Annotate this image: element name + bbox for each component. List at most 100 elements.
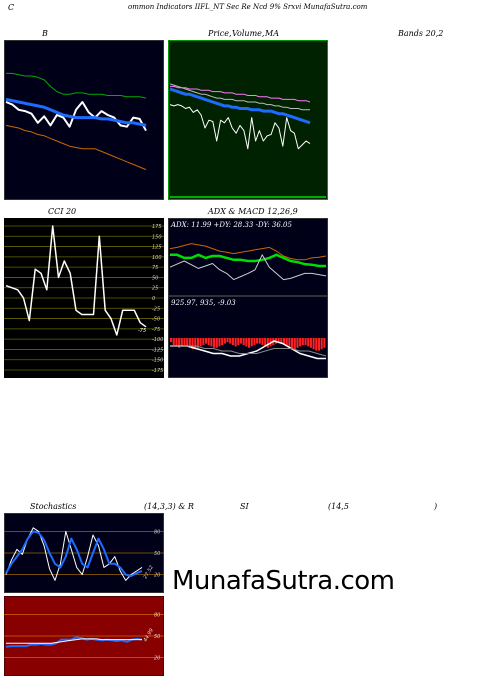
cci-last-value: -75: [138, 328, 146, 334]
macd-histogram-bar: [207, 338, 210, 345]
macd-histogram-bar: [242, 338, 245, 345]
macd-histogram-bar: [239, 338, 243, 344]
rsi-tick-label: 20: [154, 656, 160, 662]
macd-histogram-bar: [196, 338, 199, 348]
rsi-tick-label: 50: [154, 634, 160, 640]
macd-histogram-bar: [234, 338, 237, 347]
cci-tick-label: -125: [152, 347, 163, 353]
cci-tick-label: 150: [152, 234, 162, 240]
cci-tick-label: -50: [152, 317, 160, 323]
macd-histogram-bar: [170, 338, 173, 343]
macd-histogram-bar: [280, 338, 283, 344]
cci-title: CCI 20: [48, 207, 77, 216]
bollinger-price-line: [5, 101, 147, 132]
macd-histogram-bar: [277, 338, 280, 343]
bollinger-title: B: [42, 29, 48, 38]
macd-readout: 925.97, 935, -9.03: [171, 299, 236, 307]
macd-histogram-bar: [312, 338, 315, 350]
rsi-si: SI: [240, 502, 249, 511]
macd-histogram-bar: [285, 338, 288, 347]
macd-chart: 925.97, 935, -9.03: [168, 296, 328, 378]
macd-histogram-bar: [188, 338, 191, 348]
macd-histogram-bar: [248, 338, 251, 348]
adx-title: ADX & MACD 12,26,9: [208, 207, 298, 216]
cci-tick-label: 50: [152, 275, 158, 281]
volume-ma-title: Volume,: [232, 29, 265, 38]
adx-plus_dy-line: [169, 243, 327, 261]
cci-tick-label: 0: [152, 296, 155, 302]
macd-histogram-bar: [323, 338, 326, 348]
macd-histogram-bar: [299, 338, 302, 347]
macd-histogram-bar: [320, 338, 323, 350]
bollinger-upper-line: [6, 72, 147, 99]
macd-histogram-bar: [250, 338, 253, 347]
macd-histogram-bar: [213, 338, 216, 348]
macd-histogram-bar: [180, 338, 183, 347]
stoch-tick-label: 80: [154, 529, 160, 535]
cci-tick-label: 175: [152, 224, 162, 230]
macd-histogram-bar: [293, 338, 296, 350]
macd-histogram-bar: [245, 338, 248, 347]
macd-histogram-bar: [218, 338, 221, 347]
macd-histogram-bar: [315, 338, 318, 351]
stoch-params: (14,3,3) & R: [144, 502, 194, 511]
macd-histogram-bar: [199, 338, 202, 347]
macd-histogram-bar: [226, 338, 229, 343]
price-ma-title: Price,: [208, 29, 232, 38]
macd-histogram-bar: [210, 338, 213, 347]
macd-histogram-bar: [253, 338, 256, 345]
price-ma-price-line: [169, 104, 311, 150]
panel-background: [4, 40, 164, 200]
rsi-rsi-line: [5, 636, 143, 648]
macd-histogram-bar: [317, 338, 321, 351]
header-left-letter: C: [8, 3, 15, 12]
price-ma-ma_grey-line: [169, 83, 310, 111]
price-ma-ma_pink-line: [170, 85, 311, 103]
bands-title: Bands 20,2: [398, 29, 444, 38]
cci-tick-label: 75: [152, 265, 158, 271]
macd-histogram-bar: [261, 338, 264, 345]
macd-histogram-bar: [178, 338, 181, 348]
stoch-title: Stochastics: [30, 502, 77, 511]
rsi-tick-label: 80: [154, 612, 160, 618]
macd-histogram-bar: [237, 338, 240, 345]
cci-tick-label: -150: [152, 358, 163, 364]
macd-histogram-bar: [194, 338, 197, 350]
macd-histogram-bar: [172, 338, 175, 345]
macd-histogram-bar: [191, 338, 194, 350]
macd-histogram-bar: [264, 338, 267, 347]
macd-histogram-bar: [282, 338, 286, 345]
watermark: MunafaSutra.com: [172, 566, 395, 596]
cci-tick-label: 100: [152, 255, 162, 261]
macd-histogram-bar: [229, 338, 232, 344]
macd-histogram-bar: [183, 338, 186, 345]
macd-histogram-bar: [258, 338, 261, 344]
bollinger-chart: [4, 40, 164, 200]
price-ma-chart: [168, 40, 328, 200]
cci-tick-label: -25: [152, 306, 160, 312]
stoch-d-line: [5, 530, 143, 577]
macd-histogram-bar: [186, 338, 189, 347]
rsi-close: ): [434, 502, 438, 511]
macd-histogram-bar: [221, 338, 224, 345]
stoch-tick-label: 50: [154, 551, 160, 557]
cci-tick-label: -75: [152, 327, 160, 333]
panel-background: [168, 296, 328, 378]
macd-histogram-bar: [296, 338, 299, 348]
adx-adx-line: [170, 253, 326, 268]
cci-tick-label: -100: [152, 337, 163, 343]
macd-histogram-bar: [202, 338, 205, 345]
adx-readout: ADX: 11.99 +DY: 28.33 -DY: 36.05: [170, 221, 292, 229]
price-ma-ma_blue-line: [169, 87, 311, 125]
macd-histogram-bar: [291, 338, 294, 350]
macd-histogram-bar: [266, 338, 269, 348]
bollinger-lower-line: [5, 124, 147, 171]
rsi-rsi_ma-line: [6, 638, 142, 644]
cci-line: [5, 225, 147, 336]
bollinger-middle-line: [5, 97, 147, 127]
macd-histogram-bar: [307, 338, 310, 347]
macd-histogram-bar: [223, 338, 226, 344]
stoch-tick-label: 20: [154, 573, 160, 579]
